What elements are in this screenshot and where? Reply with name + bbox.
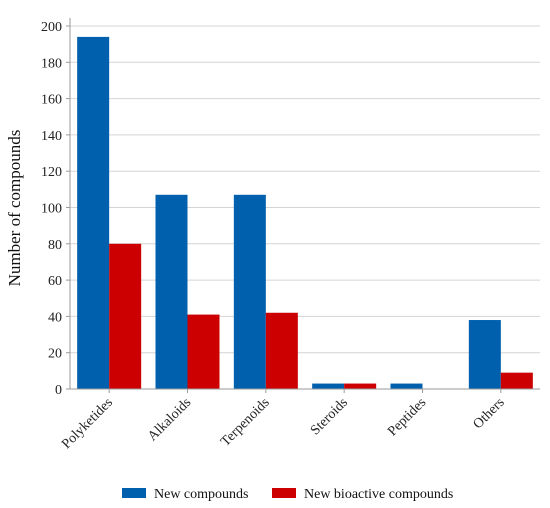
- y-tick-label: 200: [41, 20, 62, 35]
- y-tick-label: 0: [55, 383, 62, 398]
- bar-terpenoids-series-1: [233, 194, 266, 389]
- y-tick-label: 140: [41, 129, 62, 144]
- legend-swatch-series-2: [272, 488, 296, 498]
- bar-terpenoids-series-2: [265, 312, 298, 389]
- x-tick-label: Peptides: [385, 395, 429, 439]
- legend-swatch-series-1: [122, 488, 146, 498]
- bar-alkaloids-series-1: [155, 194, 188, 389]
- y-tick-label: 40: [48, 310, 62, 325]
- legend-label-series-1: New compounds: [154, 487, 249, 502]
- y-tick-label: 100: [41, 202, 62, 217]
- legend: New compounds New bioactive compounds: [122, 487, 453, 502]
- y-tick-labels: 0 20 40 60 80 100 120 140 160 180 200: [41, 20, 62, 398]
- bar-peptides-series-1: [390, 383, 423, 389]
- bar-steroids-series-1: [312, 383, 345, 389]
- x-tick-label: Others: [471, 395, 508, 432]
- y-tick-label: 20: [48, 347, 62, 362]
- x-tick-labels: Polyketides Alkaloids Terpenoids Steroids Pe…: [59, 395, 507, 452]
- y-tick-label: 60: [48, 274, 62, 289]
- axes: [66, 18, 540, 393]
- y-tick-label: 160: [41, 93, 62, 108]
- x-tick-label: Alkaloids: [145, 395, 194, 444]
- bar-alkaloids-series-2: [187, 314, 220, 389]
- y-tick-label: 80: [48, 238, 62, 253]
- bar-steroids-series-2: [344, 383, 377, 389]
- grid-lines: [70, 25, 540, 354]
- bar-others-series-2: [500, 372, 533, 389]
- bar-polyketides-series-1: [77, 36, 110, 389]
- bar-polyketides-series-2: [109, 243, 142, 389]
- y-axis-title: Number of compounds: [5, 130, 24, 287]
- y-tick-label: 120: [41, 165, 62, 180]
- bar-others-series-1: [468, 320, 501, 389]
- bars: [77, 36, 533, 389]
- x-tick-label: Steroids: [308, 395, 351, 438]
- x-tick-label: Polyketides: [59, 395, 116, 452]
- x-tick-label: Terpenoids: [218, 395, 272, 449]
- legend-label-series-2: New bioactive compounds: [304, 487, 453, 502]
- y-tick-label: 180: [41, 56, 62, 71]
